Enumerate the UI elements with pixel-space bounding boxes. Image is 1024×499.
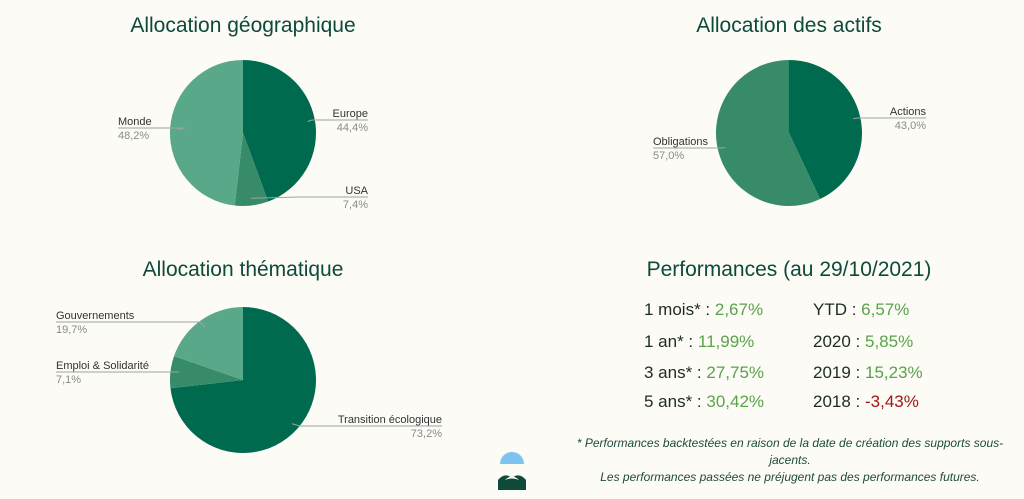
slice-value-emploi-solidarite: 7,1% <box>56 374 81 386</box>
pie-slice-europe <box>243 60 316 202</box>
perf-2019: 2019 : 15,23% <box>813 363 923 382</box>
slice-value-europe: 44,4% <box>337 122 368 134</box>
asset-allocation-title: Allocation des actifs <box>696 14 882 37</box>
pie-slice-emploi-solidarite <box>170 356 243 389</box>
perf-3-years: 3 ans* : 27,75% <box>644 363 765 382</box>
leader-line-usa <box>250 196 368 199</box>
footnote-disclaimer: Les performances passées ne préjugent pa… <box>600 470 980 484</box>
pie-slice-monde <box>170 60 243 206</box>
leader-line-emploi-solidarite <box>56 371 179 373</box>
perf-ytd: YTD : 6,57% <box>813 300 910 319</box>
slice-label-monde: Monde <box>118 116 152 128</box>
pie-slice-transition-ecologique <box>170 307 316 454</box>
pie-slice-usa <box>234 133 269 206</box>
slice-label-gouvernements: Gouvernements <box>56 310 135 322</box>
leader-line-actions <box>853 117 926 120</box>
leader-line-europe <box>307 119 368 122</box>
slice-value-gouvernements: 19,7% <box>56 324 87 336</box>
pie-slice-actions <box>789 60 863 200</box>
pie-slice-gouvernements <box>174 307 243 380</box>
perf-2018: 2018 : -3,43% <box>813 392 919 411</box>
leader-line-gouvernements <box>56 321 206 327</box>
thematic-allocation-title: Allocation thématique <box>142 258 344 281</box>
leader-line-obligations <box>653 146 725 149</box>
perf-1-month: 1 mois* : 2,67% <box>644 300 764 319</box>
perf-1-year: 1 an* : 11,99% <box>644 332 755 351</box>
slice-label-obligations: Obligations <box>653 136 709 148</box>
geo-allocation-title: Allocation géographique <box>130 14 356 37</box>
slice-value-monde: 48,2% <box>118 130 149 142</box>
perf-5-years: 5 ans* : 30,42% <box>644 392 765 411</box>
performance-footnote: * Performances backtestées en raison de … <box>560 435 1020 486</box>
slice-value-usa: 7,4% <box>343 199 368 211</box>
perf-2020: 2020 : 5,85% <box>813 332 914 351</box>
slice-value-obligations: 57,0% <box>653 150 684 162</box>
footnote-backtest: * Performances backtestées en raison de … <box>576 436 1004 467</box>
slice-label-usa: USA <box>345 185 368 197</box>
slice-label-emploi-solidarite: Emploi & Solidarité <box>56 360 149 372</box>
slice-label-transition-ecologique: Transition écologique <box>338 414 442 426</box>
pie-slice-obligations <box>716 60 821 206</box>
slice-label-actions: Actions <box>890 106 927 118</box>
leader-line-transition-ecologique <box>291 423 442 427</box>
slice-value-transition-ecologique: 73,2% <box>411 428 442 440</box>
performances-title: Performances (au 29/10/2021) <box>646 258 932 281</box>
brand-logo <box>498 452 526 490</box>
leader-line-monde <box>118 127 186 130</box>
slice-value-actions: 43,0% <box>895 120 926 132</box>
slice-label-europe: Europe <box>333 108 368 120</box>
